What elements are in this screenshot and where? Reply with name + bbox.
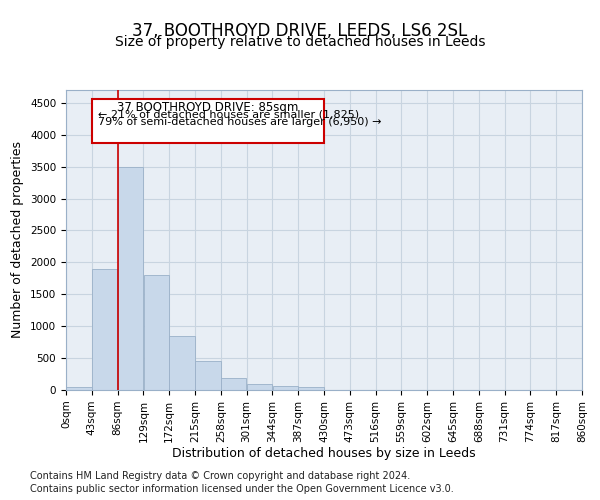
Bar <box>118 166 143 390</box>
Bar <box>92 268 118 390</box>
Text: Contains HM Land Registry data © Crown copyright and database right 2024.: Contains HM Land Registry data © Crown c… <box>30 471 410 481</box>
Y-axis label: Number of detached properties: Number of detached properties <box>11 142 25 338</box>
Bar <box>221 378 247 390</box>
Text: Size of property relative to detached houses in Leeds: Size of property relative to detached ho… <box>115 35 485 49</box>
Text: 79% of semi-detached houses are larger (6,950) →: 79% of semi-detached houses are larger (… <box>98 118 382 128</box>
X-axis label: Distribution of detached houses by size in Leeds: Distribution of detached houses by size … <box>172 448 476 460</box>
Text: ← 21% of detached houses are smaller (1,825): ← 21% of detached houses are smaller (1,… <box>98 109 359 119</box>
Text: Contains public sector information licensed under the Open Government Licence v3: Contains public sector information licen… <box>30 484 454 494</box>
Bar <box>143 275 169 390</box>
Bar <box>298 387 324 390</box>
Bar <box>247 384 272 390</box>
Text: 37, BOOTHROYD DRIVE, LEEDS, LS6 2SL: 37, BOOTHROYD DRIVE, LEEDS, LS6 2SL <box>133 22 467 40</box>
Text: 37 BOOTHROYD DRIVE: 85sqm: 37 BOOTHROYD DRIVE: 85sqm <box>117 101 299 114</box>
Bar <box>195 362 221 390</box>
FancyBboxPatch shape <box>92 99 324 143</box>
Bar <box>66 387 92 390</box>
Bar <box>169 336 195 390</box>
Bar <box>272 386 298 390</box>
